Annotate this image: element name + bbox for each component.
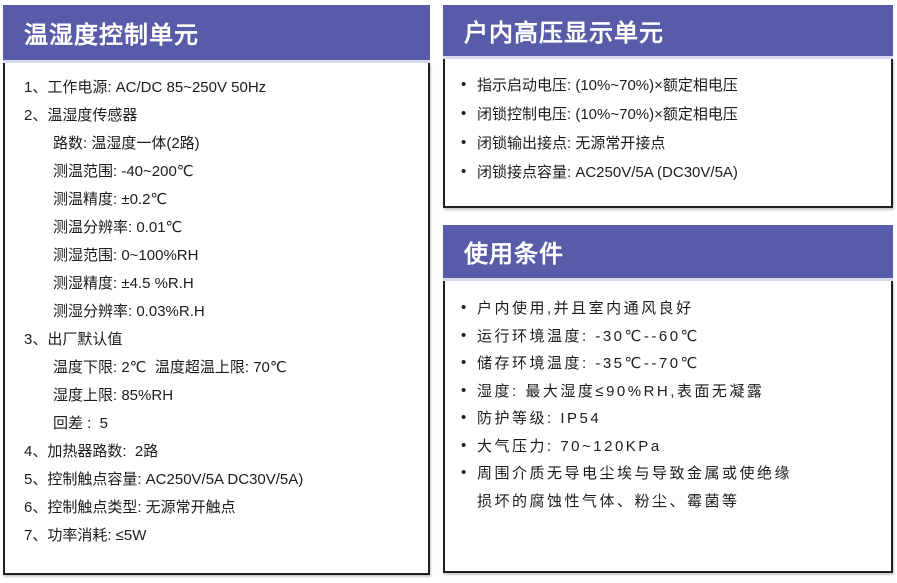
spec-line: 湿度上限: 85%RH [53, 386, 174, 404]
bullet-icon: • [461, 76, 467, 93]
bullet-icon: • [461, 326, 467, 344]
list-item: • 湿度: 最大湿度≤90%RH,表面无凝露 [461, 377, 881, 405]
spec-line: 3、出厂默认值 [24, 330, 123, 348]
list-item: • 闭锁控制电压: (10%~70%)×额定相电压 [461, 99, 881, 128]
list-item-text: 闭锁接点容量: AC250V/5A (DC30V/5A) [477, 164, 738, 181]
bullet-icon: • [461, 134, 467, 151]
panel-title: 温湿度控制单元 [24, 22, 199, 49]
list-item-text: 大气压力: 70~120KPa [477, 437, 662, 455]
list-item: • 运行环境温度: -30℃--60℃ [461, 322, 881, 350]
spec-line: 2、温湿度传感器 [24, 106, 138, 124]
spec-line: 测温分辨率: 0.01℃ [53, 218, 183, 236]
panel-body: • 指示启动电压: (10%~70%)×额定相电压 • 闭锁控制电压: (10%… [443, 59, 893, 208]
list-item-text: 湿度: 最大湿度≤90%RH,表面无凝露 [477, 382, 765, 400]
list-item-text: 户内使用,并且室内通风良好 [477, 300, 694, 318]
spec-line: 6、控制触点类型: 无源常开触点 [24, 498, 236, 516]
panel-body: • 户内使用,并且室内通风良好 • 运行环境温度: -30℃--60℃ • 储存… [443, 281, 893, 573]
spec-line: 测湿范围: 0~100%RH [53, 246, 199, 264]
spec-line: 4、加热器路数: 2路 [24, 442, 159, 460]
list-item: • 储存环境温度: -35℃--70℃ [461, 349, 881, 377]
list-item: • 闭锁输出接点: 无源常开接点 [461, 128, 881, 157]
list-item: • 闭锁接点容量: AC250V/5A (DC30V/5A) [461, 157, 881, 186]
panel-indoor-hv-display-unit: 户内高压显示单元 • 指示启动电压: (10%~70%)×额定相电压 • 闭锁控… [443, 5, 893, 208]
bullet-icon: • [461, 464, 467, 482]
list-item: • 大气压力: 70~120KPa [461, 432, 881, 460]
list-item-text: 损坏的腐蚀性气体、粉尘、霉菌等 [477, 492, 740, 510]
list-item: • 户内使用,并且室内通风良好 [461, 294, 881, 322]
bullet-icon: • [461, 163, 467, 180]
list-item: • 防护等级: IP54 [461, 404, 881, 432]
spec-line: 测温范围: -40~200℃ [53, 162, 194, 180]
list-item-text: 指示启动电压: (10%~70%)×额定相电压 [477, 77, 738, 94]
list-item-text: 闭锁输出接点: 无源常开接点 [477, 135, 666, 152]
list-item-text: 储存环境温度: -35℃--70℃ [477, 355, 700, 373]
spec-line: 回差 : 5 [53, 414, 109, 432]
panel-temp-humidity-control-unit: 温湿度控制单元 1、工作电源: AC/DC 85~250V 50Hz 2、温湿度… [3, 5, 430, 575]
spec-line: 路数: 温湿度一体(2路) [53, 134, 200, 152]
list-item: • 指示启动电压: (10%~70%)×额定相电压 [461, 70, 881, 99]
panel-title: 户内高压显示单元 [464, 20, 664, 47]
panel-header: 户内高压显示单元 [443, 5, 893, 59]
spec-line: 测湿分辨率: 0.03%R.H [53, 302, 205, 320]
bullet-icon: • [461, 436, 467, 454]
bullet-icon: • [461, 105, 467, 122]
bullet-icon: • [461, 299, 467, 317]
spec-line: 温度下限: 2℃ 温度超温上限: 70℃ [53, 358, 287, 376]
spec-line: 测温精度: ±0.2℃ [53, 190, 168, 208]
list-item: • 周围介质无导电尘埃与导致金属或使绝缘 [461, 459, 881, 487]
list-item-text: 运行环境温度: -30℃--60℃ [477, 327, 700, 345]
bullet-icon: • [461, 409, 467, 427]
list-item-text: 周围介质无导电尘埃与导致金属或使绝缘 [477, 465, 793, 483]
panel-body: 1、工作电源: AC/DC 85~250V 50Hz 2、温湿度传感器 路数: … [3, 63, 430, 575]
spec-line: 测湿精度: ±4.5 %R.H [53, 274, 194, 292]
spec-line: 1、工作电源: AC/DC 85~250V 50Hz [24, 78, 267, 96]
panel-header: 温湿度控制单元 [3, 5, 430, 63]
panel-usage-conditions: 使用条件 • 户内使用,并且室内通风良好 • 运行环境温度: -30℃--60℃… [443, 225, 893, 573]
list-item-continuation: 损坏的腐蚀性气体、粉尘、霉菌等 [461, 487, 881, 515]
panel-header: 使用条件 [443, 225, 893, 281]
spec-line: 7、功率消耗: ≤5W [24, 526, 147, 544]
list-item-text: 防护等级: IP54 [477, 410, 602, 428]
spec-line: 5、控制触点容量: AC250V/5A DC30V/5A) [24, 470, 304, 488]
bullet-icon: • [461, 381, 467, 399]
list-item-text: 闭锁控制电压: (10%~70%)×额定相电压 [477, 106, 738, 123]
panel-title: 使用条件 [464, 241, 564, 268]
bullet-icon: • [461, 354, 467, 372]
